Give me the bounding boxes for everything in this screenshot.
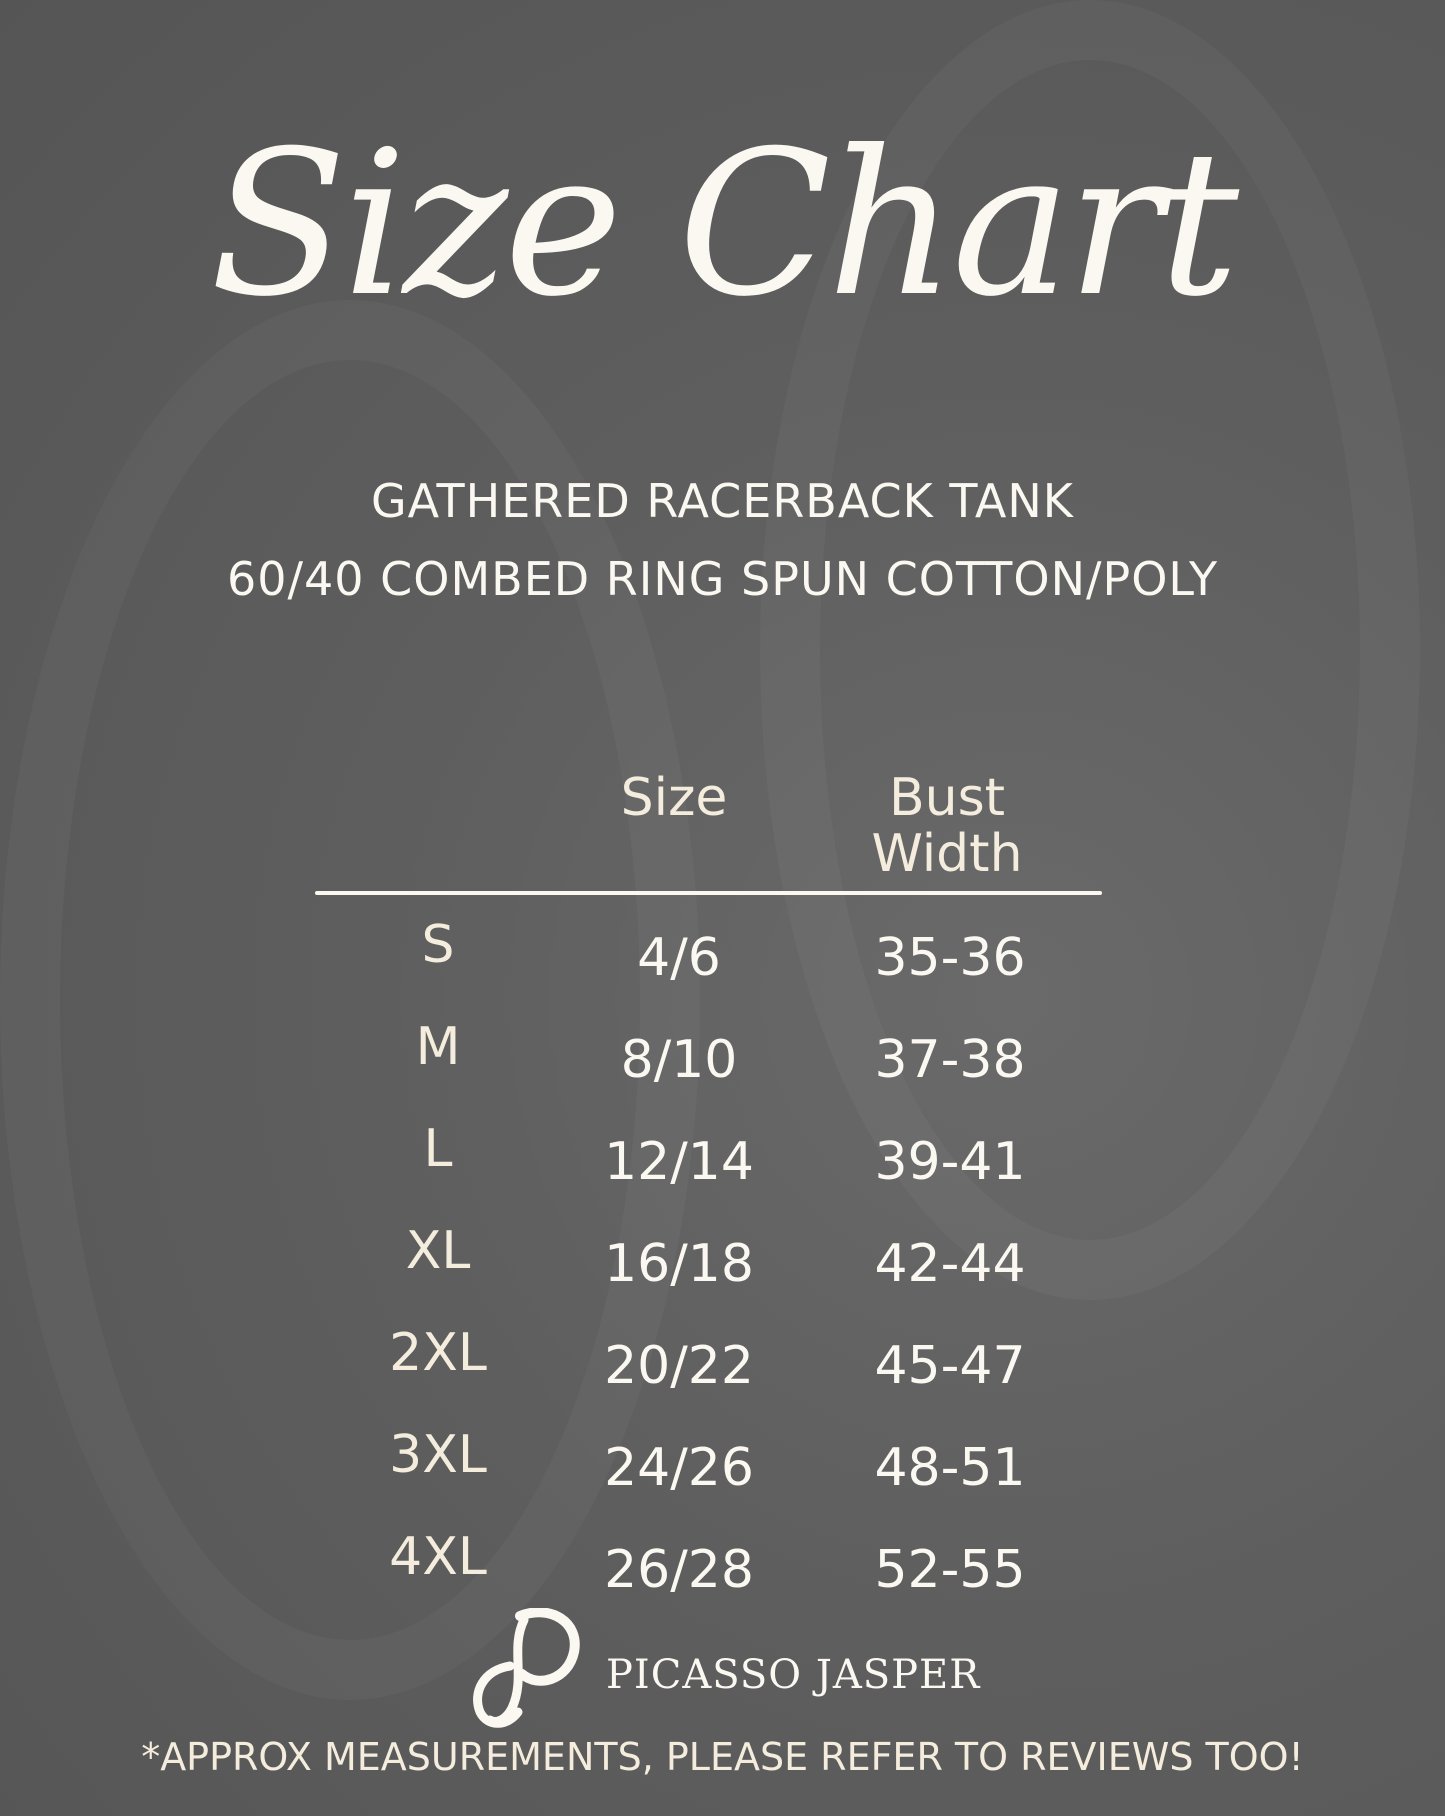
picasso-jasper-logo-icon: [473, 1608, 580, 1728]
row-bust-width: 52-55: [874, 1540, 1026, 1600]
row-numeric-size: 20/22: [604, 1336, 754, 1396]
row-size-label: L: [423, 1119, 453, 1179]
row-size-label: M: [415, 1017, 461, 1077]
row-bust-width: 37-38: [874, 1030, 1026, 1090]
row-numeric-size: 24/26: [604, 1438, 754, 1498]
row-numeric-size: 8/10: [620, 1030, 738, 1090]
header-bust-line1: Bust: [888, 768, 1006, 828]
row-size-label: 3XL: [389, 1425, 487, 1485]
row-bust-width: 48-51: [874, 1438, 1026, 1498]
header-divider: [315, 891, 1102, 895]
row-size-label: 4XL: [389, 1527, 487, 1587]
row-size-label: 2XL: [389, 1323, 487, 1383]
row-size-label: S: [421, 915, 455, 975]
product-name: GATHERED RACERBACK TANK: [371, 474, 1074, 528]
row-numeric-size: 4/6: [637, 928, 721, 988]
row-numeric-size: 26/28: [604, 1540, 754, 1600]
header-size: Size: [620, 768, 728, 828]
row-bust-width: 42-44: [874, 1234, 1026, 1294]
row-bust-width: 35-36: [874, 928, 1026, 988]
disclaimer: *APPROX MEASUREMENTS, PLEASE REFER TO RE…: [141, 1735, 1304, 1779]
row-size-label: XL: [405, 1221, 471, 1281]
row-numeric-size: 12/14: [604, 1132, 754, 1192]
row-bust-width: 45-47: [874, 1336, 1026, 1396]
product-material: 60/40 COMBED RING SPUN COTTON/POLY: [226, 552, 1219, 606]
brand-name: PICASSO JASPER: [606, 1652, 981, 1698]
page-title: Size Chart: [209, 108, 1239, 341]
row-numeric-size: 16/18: [604, 1234, 754, 1294]
header-bust-line2: Width: [871, 824, 1023, 884]
row-bust-width: 39-41: [874, 1132, 1026, 1192]
